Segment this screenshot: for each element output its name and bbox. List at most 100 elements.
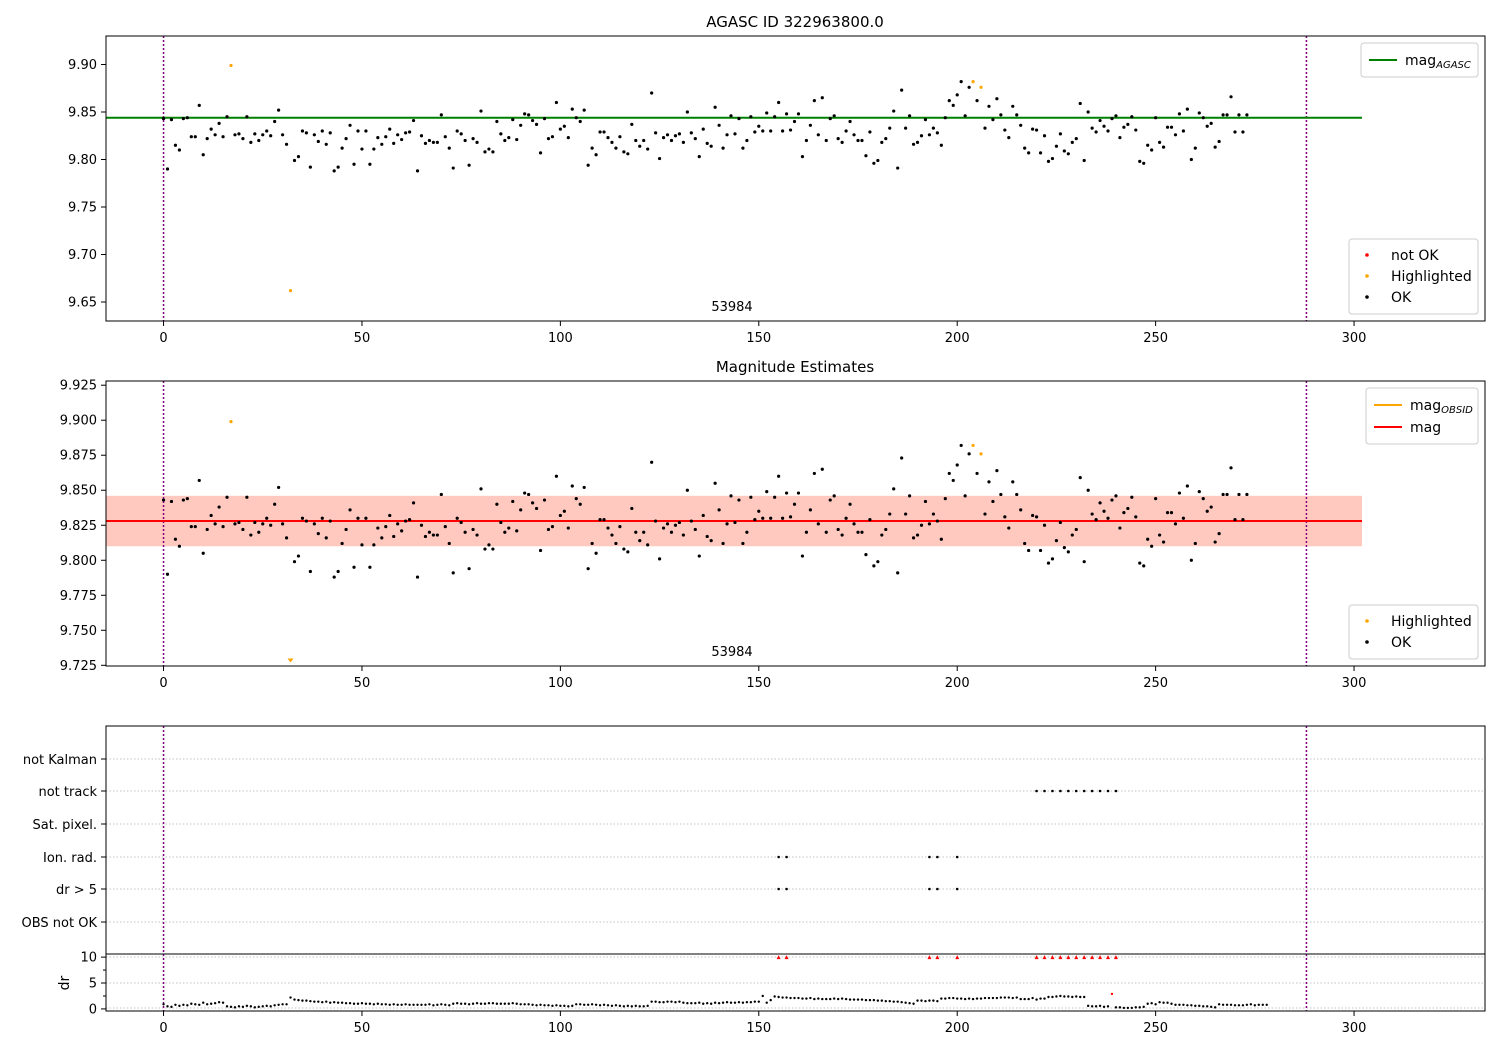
ok-point — [511, 499, 515, 504]
dr-point — [765, 1001, 768, 1004]
ok-point — [574, 116, 578, 120]
ok-point — [1094, 130, 1098, 134]
ok-point — [443, 135, 447, 139]
dr-over-threshold-marker — [1050, 955, 1055, 960]
dr-point — [162, 1003, 165, 1006]
x-tick-label: 300 — [1342, 331, 1367, 346]
dr-point — [924, 999, 927, 1003]
ok-point — [400, 529, 404, 533]
x-tick-label: 200 — [945, 676, 970, 691]
ok-point — [824, 138, 828, 143]
ok-point — [1106, 129, 1110, 133]
dr-point — [372, 1003, 376, 1006]
dr-point — [1059, 994, 1062, 998]
dr-point — [1134, 1006, 1137, 1009]
ok-point — [173, 537, 178, 541]
ok-point — [415, 169, 420, 173]
ok-point — [1173, 522, 1178, 526]
dr-points — [162, 955, 1268, 1010]
y-tick-label: 9.850 — [60, 484, 97, 499]
ok-point — [384, 135, 388, 139]
ok-point — [713, 481, 717, 485]
ok-point — [1205, 124, 1209, 128]
dr-point — [563, 1004, 566, 1008]
ok-point — [634, 138, 638, 143]
dr-point — [1019, 997, 1022, 1001]
ok-point — [697, 155, 701, 159]
dr-point — [634, 1004, 637, 1008]
ok-point — [689, 131, 693, 135]
dr-point — [364, 1002, 368, 1005]
ok-point — [769, 516, 773, 520]
y-tick-label: 9.90 — [68, 58, 97, 73]
ok-point — [1130, 495, 1134, 499]
ok-point — [626, 550, 630, 554]
dr-point — [1154, 1003, 1157, 1006]
ok-point — [650, 91, 654, 95]
ok-point — [717, 123, 721, 127]
ok-point — [269, 523, 273, 527]
ok-point — [713, 105, 717, 109]
ok-point — [312, 522, 316, 526]
ok-point — [1070, 533, 1074, 537]
x-tick-label: 50 — [354, 1021, 371, 1036]
ok-point — [499, 520, 503, 525]
ok-point — [737, 117, 741, 121]
ok-point — [642, 530, 646, 534]
dr-point — [1229, 1003, 1233, 1006]
flag-point — [1043, 789, 1046, 793]
dr-tick-label: 0 — [89, 1002, 97, 1017]
ok-point — [796, 491, 801, 495]
ok-point — [1241, 518, 1245, 522]
ok-point — [630, 122, 634, 126]
x-tick-label: 200 — [945, 1021, 970, 1036]
dr-point — [757, 1000, 760, 1003]
dr-point — [1114, 1006, 1118, 1009]
x-tick-label: 0 — [159, 1021, 167, 1036]
ok-point — [689, 519, 693, 523]
flag-point — [1035, 789, 1038, 793]
ok-point — [237, 520, 241, 525]
dr-point — [551, 1004, 554, 1008]
ok-point — [777, 474, 781, 478]
ok-point — [1122, 511, 1126, 515]
dr-point — [428, 1003, 431, 1006]
ok-point — [1213, 540, 1217, 544]
ok-point — [1027, 548, 1031, 553]
ok-point — [749, 115, 753, 119]
ok-point — [419, 134, 424, 138]
dr-point — [654, 1000, 657, 1003]
dr-point — [202, 1001, 205, 1004]
ok-point — [943, 116, 947, 120]
dr-over-threshold-marker — [1082, 955, 1087, 960]
ok-point — [475, 140, 479, 144]
ok-point — [1126, 506, 1130, 511]
ok-point — [661, 526, 666, 530]
ok-point — [1098, 501, 1102, 505]
dr-point — [1202, 1005, 1205, 1008]
y-tick-label: 9.85 — [68, 106, 97, 121]
ok-point — [820, 467, 824, 471]
ok-point — [1019, 123, 1023, 127]
ok-point — [1094, 518, 1098, 522]
ok-point — [606, 136, 610, 140]
ok-point — [495, 119, 499, 124]
magnitude-estimates-panel: Magnitude Estimates 53984 9.725 9.750 9.77… — [60, 358, 1486, 691]
ok-point — [1193, 541, 1197, 546]
ok-point — [507, 136, 511, 140]
ok-point — [761, 129, 765, 133]
ok-point — [558, 127, 562, 131]
ok-point — [800, 554, 805, 558]
ok-point — [1019, 508, 1023, 512]
dr-point — [884, 999, 887, 1003]
flag-point — [777, 887, 780, 891]
ok-point — [1233, 518, 1237, 522]
ok-point — [1074, 527, 1078, 532]
dr-point — [658, 1000, 661, 1004]
ok-point — [618, 525, 622, 529]
dr-point — [769, 998, 772, 1002]
ok-point — [773, 115, 777, 119]
ok-point — [300, 516, 305, 520]
dr-point — [1190, 1004, 1193, 1007]
